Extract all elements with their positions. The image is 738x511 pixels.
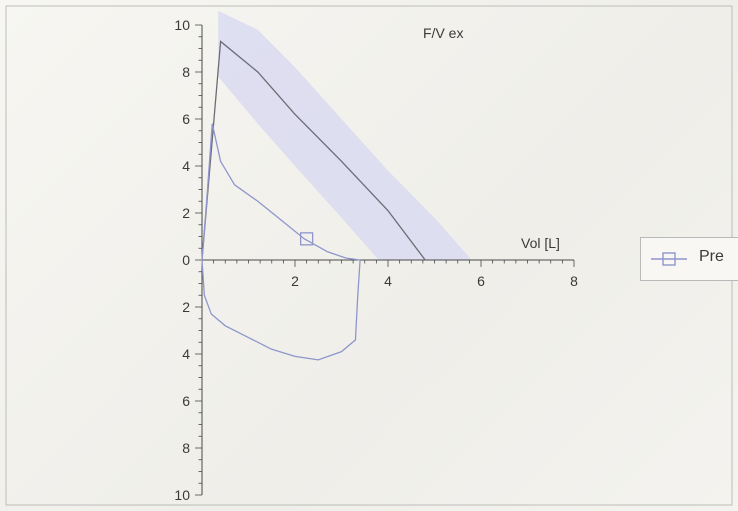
x-axis-label: Vol [L]	[521, 235, 560, 251]
pre-expiratory-curve	[201, 123, 361, 261]
y-tick-label: 10	[174, 17, 190, 33]
y-tick-label: 6	[182, 393, 190, 409]
y-tick-label: 10	[174, 487, 190, 503]
y-tick-label: 6	[182, 111, 190, 127]
y-tick-label: 4	[182, 346, 190, 362]
x-tick-label: 2	[291, 273, 299, 289]
predicted-flow-line	[201, 40, 426, 261]
y-tick-label: 4	[182, 158, 190, 174]
y-tick-label: 8	[182, 440, 190, 456]
legend-label-pre: Pre	[699, 248, 724, 265]
x-tick-label: 4	[384, 273, 392, 289]
legend-square-marker-icon	[651, 252, 687, 266]
x-tick-label: 8	[570, 273, 578, 289]
y-tick-label: 2	[182, 205, 190, 221]
pre-square-marker	[299, 232, 314, 246]
y-tick-label: 2	[182, 299, 190, 315]
x-tick-label: 6	[477, 273, 485, 289]
chart-border	[5, 5, 733, 506]
y-tick-label: 8	[182, 64, 190, 80]
y-tick-label: 0	[182, 252, 190, 268]
chart-title: F/V ex	[423, 25, 463, 41]
normal-range-band	[218, 10, 472, 261]
pre-inspiratory-curve	[201, 259, 361, 361]
legend: Pre	[640, 237, 738, 281]
